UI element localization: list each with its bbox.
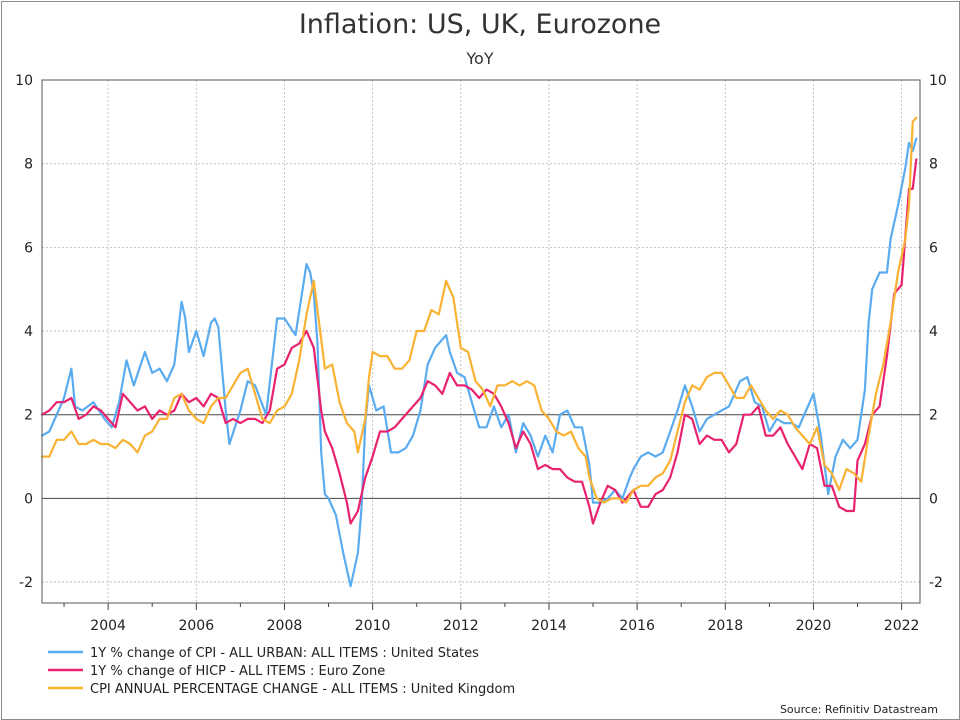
x-tick-label: 2008 — [267, 618, 303, 634]
legend-label: CPI ANNUAL PERCENTAGE CHANGE - ALL ITEMS… — [90, 682, 515, 697]
y-tick-label-left: -2 — [19, 575, 33, 591]
y-tick-label-right: 0 — [929, 491, 938, 507]
y-tick-label-left: 4 — [24, 324, 33, 340]
x-tick-label: 2012 — [443, 618, 479, 634]
y-tick-label-right: 4 — [929, 324, 938, 340]
y-tick-label-left: 10 — [15, 73, 33, 89]
y-tick-label-left: 2 — [24, 408, 33, 424]
y-tick-label-right: 10 — [929, 73, 947, 89]
x-tick-label: 2014 — [531, 618, 567, 634]
y-tick-label-right: 6 — [929, 240, 938, 256]
reference-lines — [42, 414, 920, 499]
grid — [42, 79, 920, 603]
y-tick-label-left: 6 — [24, 240, 33, 256]
x-tick-label: 2006 — [178, 618, 214, 634]
source-note: Source: Refinitiv Datastream — [780, 703, 938, 716]
y-tick-label-right: 2 — [929, 408, 938, 424]
x-tick-label: 2022 — [884, 618, 920, 634]
x-tick-label: 2020 — [796, 618, 832, 634]
series-line — [40, 137, 918, 588]
series-lines — [40, 116, 918, 588]
x-axis-ticks: 2004 2006 2008 2010 2012 2014 2016 2018 2020 2022 — [63, 603, 920, 634]
legend-label: 1Y % change of HICP - ALL ITEMS : Euro Z… — [90, 664, 385, 679]
legend-label: 1Y % change of CPI - ALL URBAN: ALL ITEM… — [90, 646, 479, 661]
plot-area-border — [41, 79, 921, 604]
x-tick-label: 2016 — [619, 618, 655, 634]
series-line — [40, 158, 918, 525]
y-tick-label-left: 0 — [24, 491, 33, 507]
y-axis-right-ticks: -2 0 2 4 6 8 10 — [929, 73, 947, 591]
x-tick-label: 2018 — [707, 618, 743, 634]
chart-title: Inflation: US, UK, Eurozone — [299, 9, 661, 40]
x-tick-label: 2004 — [90, 618, 126, 634]
y-axis-left-ticks: -2 0 2 4 6 8 10 — [15, 73, 33, 591]
y-tick-label-right: 8 — [929, 157, 938, 173]
y-tick-label-left: 8 — [24, 157, 33, 173]
chart-subtitle: YoY — [465, 49, 493, 68]
x-tick-label: 2010 — [355, 618, 391, 634]
y-tick-label-right: -2 — [929, 575, 943, 591]
series-line — [40, 116, 918, 504]
legend: 1Y % change of CPI - ALL URBAN: ALL ITEM… — [48, 646, 515, 697]
